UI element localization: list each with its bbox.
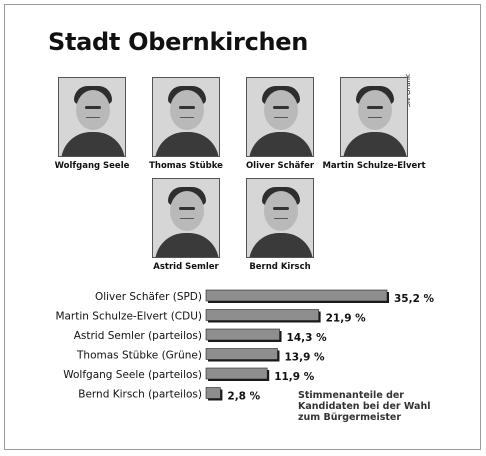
bar-category-label: Oliver Schäfer (SPD) [95,291,202,303]
candidate-card-wolfgang-seele: Wolfgang Seele [37,77,147,171]
bar-category-label: Thomas Stübke (Grüne) [76,350,202,362]
candidate-card-oliver-schaefer: Oliver Schäfer [225,77,335,171]
candidate-name: Oliver Schäfer [245,161,315,171]
candidate-card-astrid-semler: Astrid Semler [131,178,241,272]
bar [205,289,388,302]
graphic-frame [4,4,481,450]
bar-category-label: Wolfgang Seele (parteilos) [63,369,202,381]
bar-category-label: Martin Schulze-Elvert (CDU) [55,311,202,323]
bar-value-label: 2,8 % [227,391,260,403]
caption-line: Kandidaten bei der Wahl [298,401,431,412]
bar-value-label: 14,3 % [287,332,328,344]
bar-category-label: Bernd Kirsch (parteilos) [78,389,202,401]
bar-value-label: 35,2 % [394,293,435,305]
caption-line: Stimmenanteile der [298,390,404,401]
chart-caption: Stimmenanteile der Kandidaten bei der Wa… [298,390,430,423]
candidate-photo [152,77,220,157]
candidate-name: Wolfgang Seele [54,161,130,171]
bar-value-label: 21,9 % [326,313,367,325]
candidate-name: Astrid Semler [153,262,219,272]
candidate-photo [152,178,220,258]
candidate-name: Martin Schulze-Elvert [322,161,426,171]
bar-category-label: Astrid Semler (parteilos) [74,330,202,342]
chart-title: Stadt Obernkirchen [48,28,309,56]
candidate-photo [246,77,314,157]
candidate-name: Thomas Stübke [149,161,223,171]
candidate-card-thomas-stuebke: Thomas Stübke [131,77,241,171]
bar [205,309,319,321]
caption-line: zum Bürgermeister [298,412,402,423]
bar [205,348,278,360]
bar [205,367,268,380]
candidate-photo [246,178,314,258]
bar [205,328,280,341]
candidate-photo [340,77,408,157]
candidate-card-martin-schulze-elvert: Martin Schulze-Elvert [319,77,429,171]
bar-value-label: 13,9 % [284,352,325,364]
candidate-card-bernd-kirsch: Bernd Kirsch [225,178,335,272]
candidate-photo [58,77,126,157]
bar [205,387,221,399]
bar-value-label: 11,9 % [274,371,315,383]
candidate-name: Bernd Kirsch [249,262,311,272]
vote-share-bar-chart: Oliver Schäfer (SPD) 35,2 % Martin Schulze… [55,289,435,403]
